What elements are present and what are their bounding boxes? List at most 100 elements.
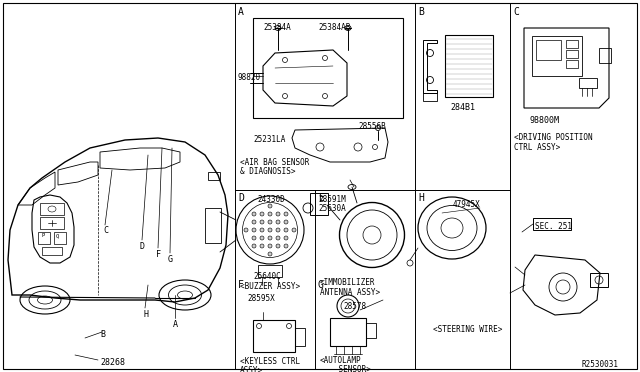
Bar [38,232,50,244]
Text: F: F [156,250,161,259]
Text: H: H [418,193,424,203]
Ellipse shape [276,220,280,224]
Ellipse shape [268,212,272,216]
Text: B: B [100,330,105,339]
Ellipse shape [244,228,248,232]
Bar [579,78,597,88]
Bar [330,318,366,346]
Text: ANTENNA ASSY>: ANTENNA ASSY> [320,288,380,297]
Text: ASSY>: ASSY> [240,366,263,372]
Text: E: E [318,193,324,203]
Bar [205,208,221,243]
Ellipse shape [268,244,272,248]
Text: <BUZZER ASSY>: <BUZZER ASSY> [240,282,300,291]
Ellipse shape [284,228,288,232]
Text: D: D [140,242,145,251]
Text: SEC. 251: SEC. 251 [535,222,572,231]
Bar [533,218,571,230]
Ellipse shape [268,204,272,208]
Text: 28595X: 28595X [247,294,275,303]
Text: 28268: 28268 [100,358,125,367]
Text: P: P [41,233,44,238]
Ellipse shape [260,228,264,232]
Ellipse shape [276,228,280,232]
Bar [532,36,582,76]
Ellipse shape [284,220,288,224]
Bar [40,217,64,229]
Bar [445,35,493,97]
Bar [295,328,305,346]
Bar [566,50,578,58]
Text: G: G [318,280,324,290]
Text: 98800M: 98800M [529,116,559,125]
Bar [310,193,328,215]
Text: CTRL ASSY>: CTRL ASSY> [514,143,560,152]
Bar [253,320,295,352]
Text: 24330D: 24330D [257,195,285,204]
Text: & DIAGNOSIS>: & DIAGNOSIS> [240,167,296,176]
Text: <KEYLESS CTRL: <KEYLESS CTRL [240,357,300,366]
Text: SENSOR>: SENSOR> [320,365,371,372]
Text: A: A [173,320,178,329]
Text: 25630A: 25630A [318,204,346,213]
Ellipse shape [252,236,256,240]
Ellipse shape [284,236,288,240]
Bar [423,93,437,101]
Ellipse shape [252,212,256,216]
Ellipse shape [284,244,288,248]
Ellipse shape [268,236,272,240]
Text: <IMMOBILIZER: <IMMOBILIZER [320,278,376,287]
Text: A: A [238,7,244,17]
Ellipse shape [268,228,272,232]
Ellipse shape [292,228,296,232]
Ellipse shape [268,220,272,224]
Text: 98820: 98820 [238,73,261,82]
Ellipse shape [252,220,256,224]
Bar [590,273,608,287]
Text: C: C [513,7,519,17]
Bar [40,203,64,215]
Bar [208,172,220,180]
Text: C: C [103,226,108,235]
Ellipse shape [276,212,280,216]
Ellipse shape [260,244,264,248]
Text: <STEERING WIRE>: <STEERING WIRE> [433,325,502,334]
Text: R2530031: R2530031 [582,360,619,369]
Ellipse shape [260,220,264,224]
Ellipse shape [268,252,272,256]
Text: F: F [238,280,244,290]
Text: <DRIVING POSITION: <DRIVING POSITION [514,133,593,142]
Text: G: G [168,255,173,264]
Ellipse shape [252,244,256,248]
Text: Q: Q [56,233,60,238]
Bar [258,265,282,277]
Ellipse shape [260,212,264,216]
Ellipse shape [252,228,256,232]
Bar [253,18,403,118]
Ellipse shape [284,212,288,216]
Text: 25640C: 25640C [253,272,281,281]
Bar [566,40,578,48]
Text: H: H [143,310,148,319]
Ellipse shape [276,236,280,240]
Text: <AUTOLAMP: <AUTOLAMP [320,356,362,365]
Bar [54,232,66,244]
Ellipse shape [260,236,264,240]
Bar [42,247,62,255]
Text: B: B [418,7,424,17]
Text: 28556B: 28556B [358,122,386,131]
Text: 47945X: 47945X [453,200,481,209]
Text: 25384A: 25384A [263,23,291,32]
Bar [599,48,611,63]
Bar [366,323,376,338]
Bar [566,60,578,68]
Text: <AIR BAG SENSOR: <AIR BAG SENSOR [240,158,309,167]
Text: 28578: 28578 [343,302,366,311]
Bar [536,40,561,60]
Text: D: D [238,193,244,203]
Text: 25231LA: 25231LA [253,135,285,144]
Text: 284B1: 284B1 [450,103,475,112]
Ellipse shape [276,244,280,248]
Text: 28591M: 28591M [318,195,346,204]
Text: 25384AB: 25384AB [318,23,350,32]
